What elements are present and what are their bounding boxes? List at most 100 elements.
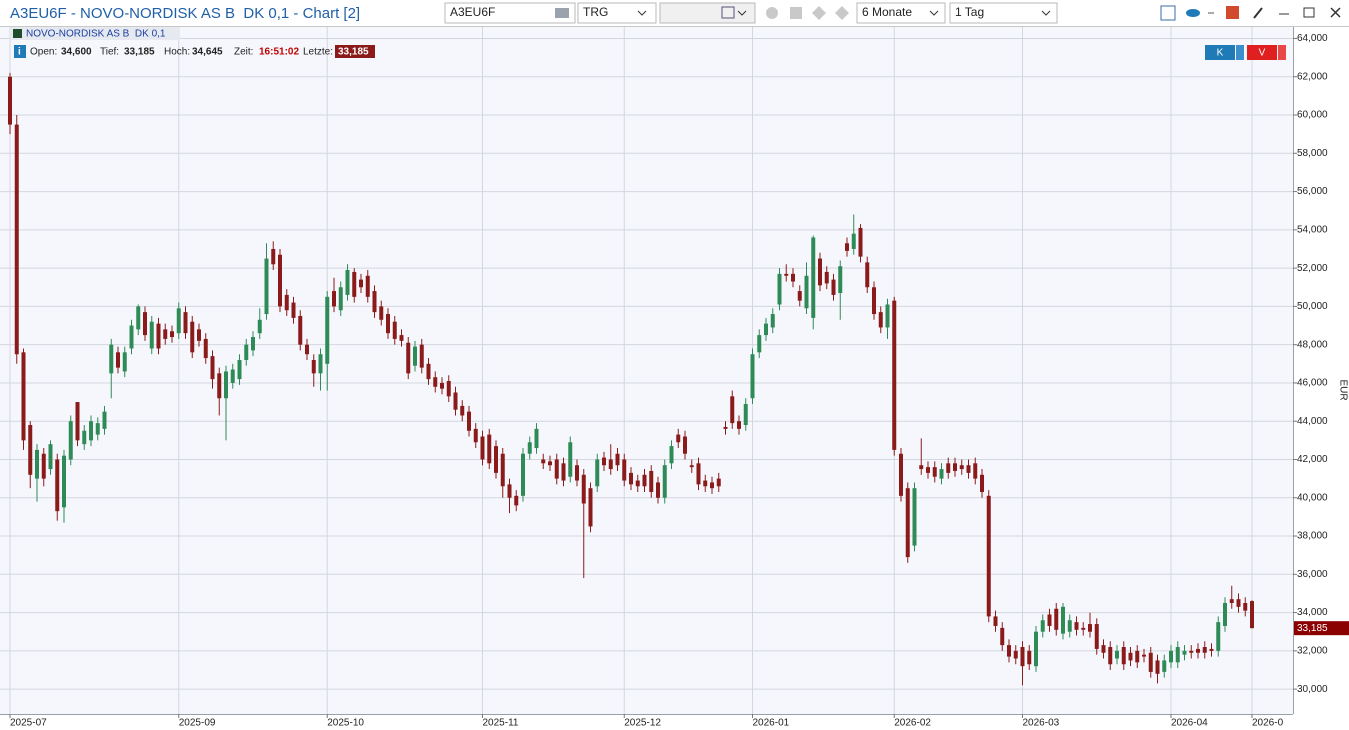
candle-body — [845, 243, 849, 251]
candle-body — [136, 306, 141, 330]
buy-dropdown[interactable] — [1236, 45, 1244, 60]
candle-body — [730, 396, 735, 424]
sell-button[interactable] — [1247, 45, 1277, 60]
candle-body — [75, 402, 80, 441]
candle-body — [696, 463, 701, 485]
tool-icon[interactable] — [790, 7, 802, 19]
candle-body — [757, 335, 762, 353]
candle-body — [1101, 645, 1106, 653]
candle-body — [1169, 650, 1173, 663]
candle-body — [939, 469, 944, 479]
candle-body — [244, 344, 249, 360]
candle-body — [615, 453, 620, 466]
y-tick-label: 42,000 — [1297, 454, 1328, 465]
candle-body — [473, 428, 478, 443]
window-title: A3EU6F - NOVO-NORDISK AS B DK 0,1 - Char… — [10, 5, 360, 22]
tool-icon[interactable] — [812, 6, 826, 20]
candle-body — [689, 465, 694, 468]
buy-button[interactable] — [1205, 45, 1235, 60]
y-tick-label: 44,000 — [1297, 416, 1328, 427]
candle-body — [1135, 650, 1140, 663]
candle-body — [8, 76, 12, 125]
candle-body — [568, 442, 573, 477]
candle-body — [804, 275, 809, 309]
candle-body — [1121, 647, 1126, 665]
candle-body — [345, 270, 350, 295]
pin-icon[interactable] — [1253, 7, 1263, 19]
candle-body — [1142, 654, 1146, 657]
candle-body — [122, 352, 127, 372]
calendar-icon[interactable] — [721, 6, 735, 19]
candle-body — [446, 381, 451, 397]
candle-body — [1236, 599, 1241, 607]
candle-body — [413, 346, 417, 366]
candle-body — [784, 273, 789, 276]
last-value-box — [335, 45, 375, 58]
x-tick-label: 2026-02 — [894, 718, 931, 729]
candle-body — [35, 449, 39, 479]
y-axis-label: EUR — [1337, 379, 1348, 400]
candle-body — [831, 279, 836, 295]
candle-body — [176, 308, 181, 334]
sell-label: V — [1259, 48, 1266, 59]
view-icon[interactable] — [1186, 9, 1200, 17]
candle-body — [986, 495, 991, 617]
legend-box — [10, 27, 180, 40]
high-label: Hoch: — [164, 47, 190, 58]
chart-icon[interactable] — [1160, 5, 1176, 21]
candle-body — [905, 488, 910, 558]
candle-body — [926, 467, 930, 473]
candle-body — [365, 275, 370, 297]
candle-body — [932, 467, 937, 477]
candle-body — [1202, 647, 1207, 653]
candle-body — [102, 411, 107, 429]
candle-body — [662, 465, 667, 498]
candle-body — [980, 474, 984, 493]
candle-body — [419, 344, 424, 368]
exchange-field[interactable] — [577, 2, 657, 24]
candle-body — [872, 287, 876, 315]
date-field[interactable] — [659, 2, 756, 24]
tool-icon[interactable] — [766, 7, 778, 19]
candle-body — [1182, 650, 1187, 655]
candle-body — [878, 312, 883, 328]
tool-icon[interactable] — [835, 6, 849, 20]
last-value: 33,185 — [338, 47, 369, 58]
candle-body — [460, 405, 465, 416]
candle-body — [28, 425, 33, 475]
candle-body — [95, 423, 100, 435]
maximize-button[interactable] — [1303, 7, 1315, 18]
x-tick-label: 2025-09 — [179, 718, 216, 729]
low-label: Tief: — [100, 47, 119, 58]
candle-body — [257, 319, 262, 334]
y-tick-label: 56,000 — [1297, 186, 1328, 197]
candle-body — [1223, 603, 1227, 626]
x-tick-label: 2026-0 — [1252, 718, 1284, 729]
candle-body — [325, 296, 330, 364]
period-field[interactable] — [856, 2, 946, 24]
candle-body — [581, 474, 586, 504]
y-tick-label: 46,000 — [1297, 378, 1328, 389]
symbol-icon[interactable] — [555, 8, 569, 18]
candle-body — [392, 321, 397, 339]
candle-body — [217, 373, 222, 399]
x-tick-label: 2025-11 — [483, 718, 519, 729]
symbol-field[interactable] — [444, 2, 576, 24]
candle-body — [1196, 648, 1200, 653]
legend-swatch — [13, 29, 22, 38]
interval-field[interactable] — [949, 2, 1058, 24]
close-button[interactable] — [1330, 7, 1341, 18]
y-tick-label: 52,000 — [1297, 263, 1328, 274]
sell-dropdown[interactable] — [1278, 45, 1286, 60]
candle-body — [433, 377, 438, 387]
candle-body — [55, 459, 60, 512]
candle-body — [440, 382, 444, 389]
candle-body — [21, 352, 26, 441]
candle-body — [338, 287, 343, 311]
y-tick-label: 50,000 — [1297, 301, 1328, 312]
interval-text: 1 Tag — [955, 5, 984, 19]
info-icon[interactable] — [14, 45, 26, 58]
export-icon[interactable] — [1226, 6, 1239, 19]
y-tick-label: 40,000 — [1297, 492, 1328, 503]
